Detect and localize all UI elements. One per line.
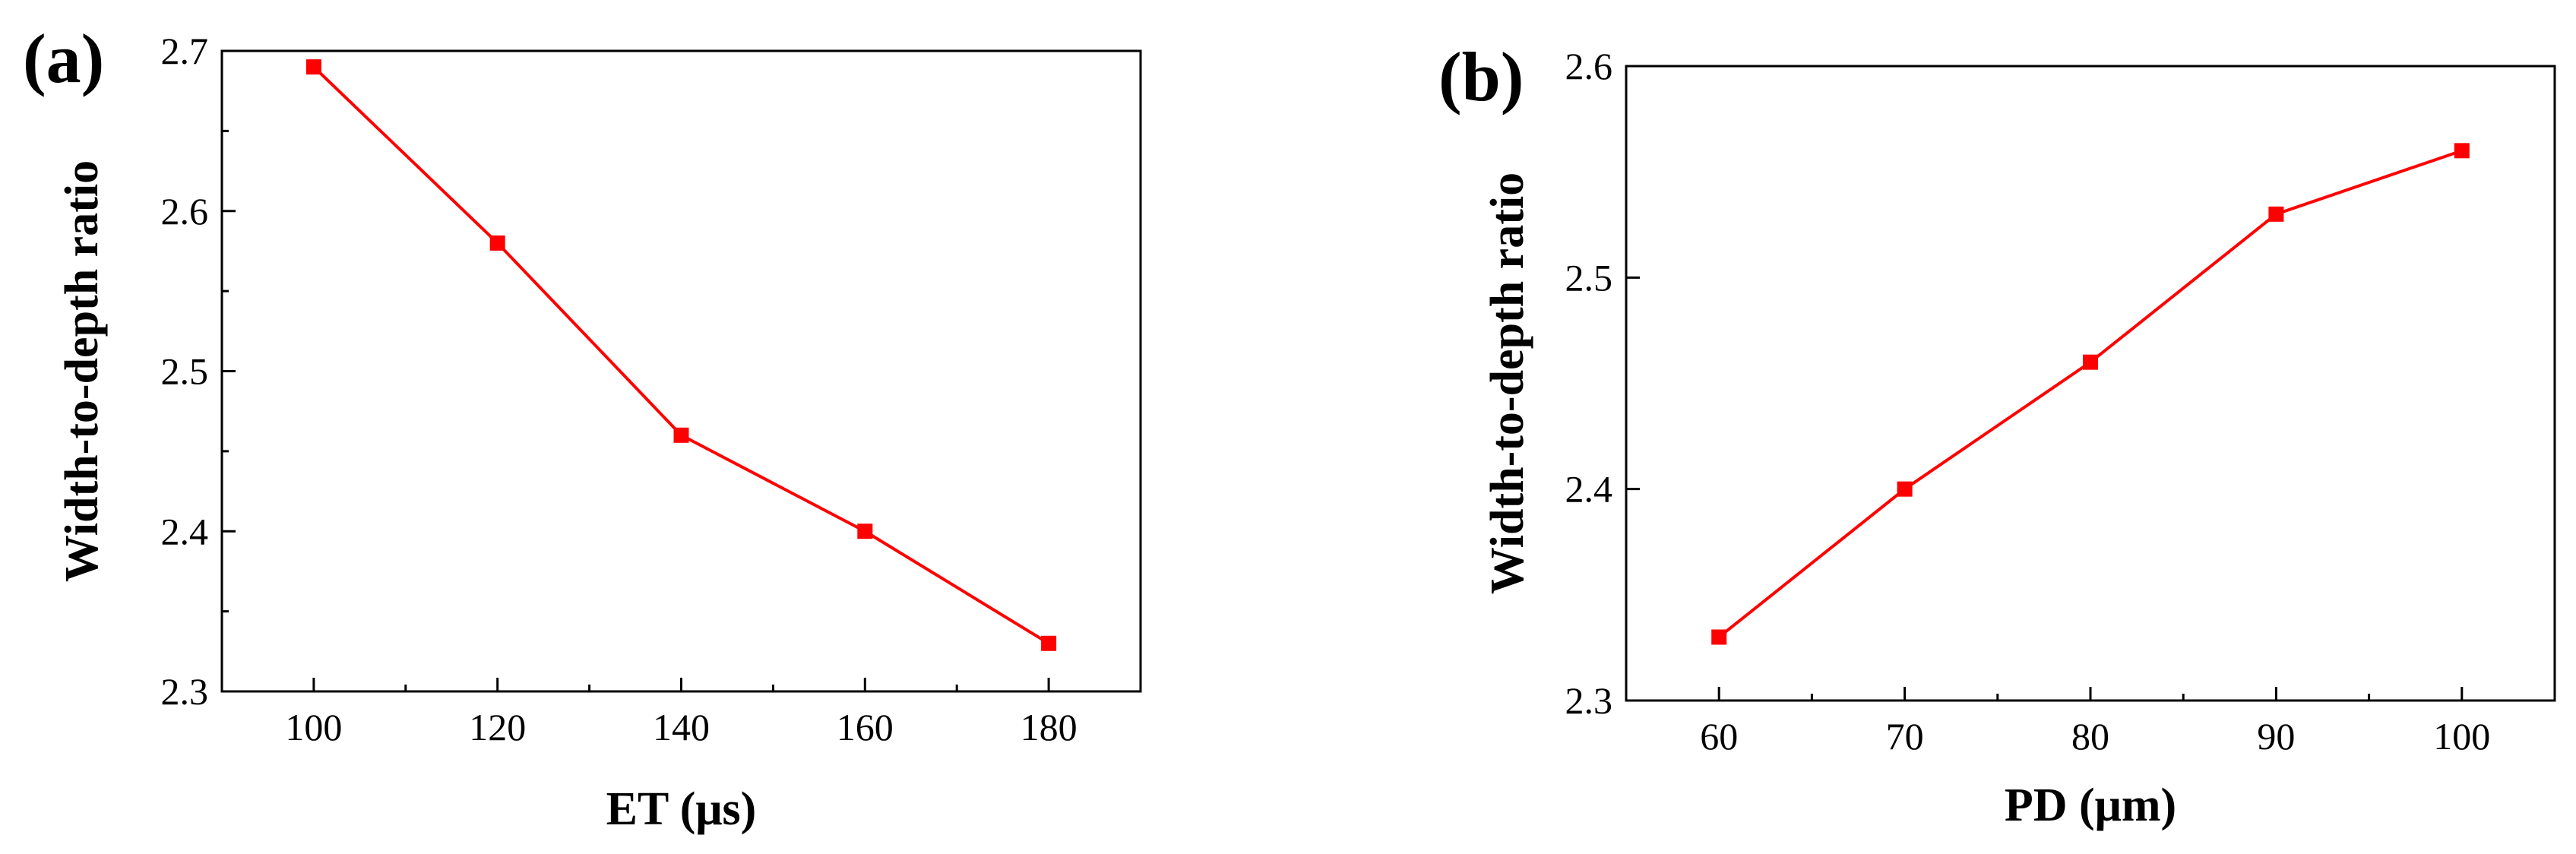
- data-point-marker: [857, 523, 873, 539]
- data-point-marker: [2083, 354, 2098, 370]
- y-tick-label: 2.6: [161, 190, 209, 232]
- x-tick-label: 100: [2433, 715, 2490, 758]
- data-point-marker: [2454, 143, 2470, 159]
- data-point-marker: [1711, 629, 1727, 645]
- data-point-marker: [1041, 635, 1057, 651]
- x-tick-label: 60: [1700, 715, 1738, 758]
- plot-frame: [1625, 65, 2556, 702]
- y-axis-title: Width-to-depth ratio: [56, 160, 108, 582]
- x-tick-label: 100: [285, 706, 342, 748]
- x-tick-label: 160: [837, 706, 894, 748]
- x-tick-label: 120: [469, 706, 526, 748]
- data-point-marker: [2268, 206, 2284, 222]
- x-tick-label: 90: [2257, 715, 2295, 758]
- x-tick-label: 70: [1886, 715, 1924, 758]
- x-tick-label: 140: [653, 706, 710, 748]
- x-tick-label: 80: [2071, 715, 2109, 758]
- data-point-marker: [1897, 481, 1913, 497]
- data-point-marker: [489, 235, 505, 251]
- y-tick-label: 2.6: [1565, 45, 1613, 87]
- panel-label: (b): [1438, 38, 1524, 115]
- x-axis-title: ET (μs): [606, 783, 757, 835]
- y-tick-label: 2.5: [161, 350, 209, 393]
- y-axis-title: Width-to-depth ratio: [1482, 172, 1533, 594]
- plot-frame: [220, 49, 1142, 693]
- chart-panel-a: (a) 100 120 140 160 180 2.3 2.4 2.5 2.6 2.7 ET (μs)…: [23, 20, 1142, 835]
- x-tick-label: 180: [1021, 706, 1078, 748]
- series-line: [312, 65, 1050, 645]
- y-tick-label: 2.3: [161, 670, 209, 713]
- y-tick-label: 2.4: [161, 510, 209, 552]
- data-point-marker: [305, 59, 321, 75]
- data-point-marker: [673, 427, 689, 443]
- chart-panel-b: (b) 60 70 80 90 100 2.3 2.4 2.5 2.6 PD (μm) Width-t…: [1438, 38, 2556, 831]
- y-tick-label: 2.4: [1565, 468, 1613, 511]
- series-line: [1717, 149, 2463, 639]
- y-tick-label: 2.7: [161, 30, 209, 72]
- x-axis-title: PD (μm): [2005, 780, 2176, 831]
- y-tick-label: 2.3: [1565, 679, 1613, 722]
- y-tick-label: 2.5: [1565, 256, 1613, 299]
- panel-label: (a): [23, 20, 104, 97]
